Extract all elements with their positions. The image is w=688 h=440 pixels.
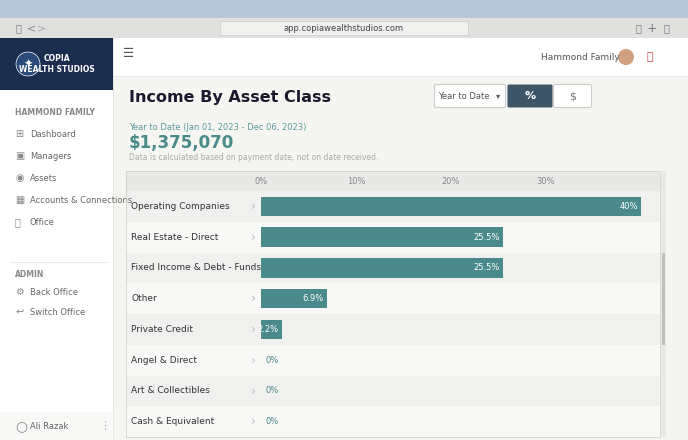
Text: $: $: [569, 91, 576, 101]
Text: COPIA
WEALTH STUDIOS: COPIA WEALTH STUDIOS: [19, 54, 95, 74]
Text: ↩: ↩: [15, 307, 23, 317]
Text: ⚙: ⚙: [15, 287, 24, 297]
Text: Hammond Family: Hammond Family: [541, 52, 620, 62]
Text: %: %: [524, 91, 535, 101]
Text: 25.5%: 25.5%: [474, 233, 500, 242]
Text: ›: ›: [250, 323, 255, 336]
Text: Back Office: Back Office: [30, 287, 78, 297]
Text: ⬜: ⬜: [15, 23, 21, 33]
Text: Assets: Assets: [30, 173, 57, 183]
Bar: [0, 18, 688, 38]
Text: 25.5%: 25.5%: [474, 264, 500, 272]
Bar: [261, 197, 641, 216]
Circle shape: [618, 49, 634, 65]
Text: ☰: ☰: [123, 47, 134, 59]
Text: 30%: 30%: [537, 176, 555, 186]
Text: 🔔: 🔔: [647, 52, 654, 62]
Text: Year to Date (Jan 01, 2023 - Dec 06, 2023): Year to Date (Jan 01, 2023 - Dec 06, 202…: [129, 122, 306, 132]
Text: Dashboard: Dashboard: [30, 129, 76, 139]
Text: Office: Office: [30, 217, 55, 227]
Text: app.copiawealthstudios.com: app.copiawealthstudios.com: [284, 23, 404, 33]
Bar: [0, 38, 113, 90]
Bar: [126, 314, 660, 345]
Bar: [126, 171, 660, 191]
Text: Other: Other: [131, 294, 157, 303]
Text: ›: ›: [250, 200, 255, 213]
Text: 40%: 40%: [619, 202, 638, 211]
Text: ⬛: ⬛: [15, 217, 21, 227]
Text: Private Credit: Private Credit: [131, 325, 193, 334]
Text: Real Estate - Direct: Real Estate - Direct: [131, 233, 218, 242]
Text: Cash & Equivalent: Cash & Equivalent: [131, 417, 214, 426]
Text: ▦: ▦: [15, 195, 24, 205]
Bar: [0, 38, 113, 440]
Text: >: >: [37, 23, 47, 33]
Text: ◉: ◉: [15, 173, 23, 183]
Bar: [113, 38, 688, 76]
Text: ○: ○: [15, 419, 27, 433]
Text: ▾: ▾: [496, 92, 500, 100]
Bar: [126, 171, 660, 437]
Text: 2.2%: 2.2%: [258, 325, 279, 334]
Text: ⬜: ⬜: [663, 23, 669, 33]
Text: Fixed Income & Debt - Funds: Fixed Income & Debt - Funds: [131, 264, 261, 272]
Text: Income By Asset Class: Income By Asset Class: [129, 89, 331, 105]
Bar: [126, 253, 660, 283]
Text: ›: ›: [250, 385, 255, 397]
Text: 6.9%: 6.9%: [302, 294, 323, 303]
Text: 20%: 20%: [442, 176, 460, 186]
Text: ›: ›: [250, 231, 255, 244]
Text: Managers: Managers: [30, 151, 72, 161]
Text: Year to Date: Year to Date: [438, 92, 490, 100]
Text: Art & Collectibles: Art & Collectibles: [131, 386, 210, 396]
Bar: [126, 375, 660, 406]
Bar: [261, 227, 503, 247]
Circle shape: [16, 52, 40, 76]
Text: ⬜: ⬜: [635, 23, 641, 33]
Bar: [261, 289, 327, 308]
Bar: [126, 222, 660, 253]
Text: ›: ›: [250, 415, 255, 428]
Text: ›: ›: [250, 354, 255, 367]
Text: ✦: ✦: [23, 59, 33, 69]
Text: Data is calculated based on payment date, not on date received.: Data is calculated based on payment date…: [129, 153, 378, 161]
Bar: [261, 258, 503, 278]
Text: 0%: 0%: [265, 386, 278, 396]
Bar: [661, 171, 666, 437]
Text: Switch Office: Switch Office: [30, 308, 85, 316]
Bar: [662, 253, 665, 345]
Text: +: +: [647, 22, 657, 34]
Text: Accounts & Connections: Accounts & Connections: [30, 195, 132, 205]
Bar: [126, 191, 660, 222]
Text: Ali Razak: Ali Razak: [30, 422, 68, 430]
Text: 10%: 10%: [347, 176, 365, 186]
Text: $1,375,070: $1,375,070: [129, 134, 234, 152]
Text: 0%: 0%: [265, 417, 278, 426]
Bar: [126, 283, 660, 314]
Bar: [261, 319, 282, 339]
FancyBboxPatch shape: [508, 84, 552, 107]
Bar: [0, 0, 688, 18]
Text: <: <: [28, 23, 36, 33]
Text: ▣: ▣: [15, 151, 24, 161]
Text: ›: ›: [250, 292, 255, 305]
Bar: [0, 412, 113, 440]
Text: ›: ›: [250, 261, 255, 275]
Text: HAMMOND FAMILY: HAMMOND FAMILY: [15, 107, 95, 117]
Text: ⊞: ⊞: [15, 129, 23, 139]
FancyBboxPatch shape: [554, 84, 592, 107]
Text: Angel & Direct: Angel & Direct: [131, 356, 197, 365]
Bar: [126, 345, 660, 375]
Text: 0%: 0%: [265, 356, 278, 365]
Text: 0%: 0%: [255, 176, 268, 186]
Text: ⋮: ⋮: [100, 421, 111, 431]
Text: ADMIN: ADMIN: [15, 269, 44, 279]
Bar: [126, 406, 660, 437]
Text: Operating Companies: Operating Companies: [131, 202, 230, 211]
FancyBboxPatch shape: [435, 84, 506, 107]
Bar: [220, 21, 468, 35]
